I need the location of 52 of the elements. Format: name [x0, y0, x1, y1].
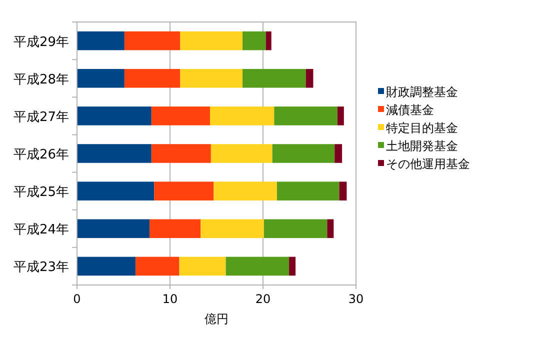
y-tick-label: 平成27年: [13, 110, 69, 125]
y-tick-label: 平成25年: [13, 185, 69, 200]
bar: [151, 144, 211, 163]
legend-label: 財政調整基金: [386, 85, 458, 99]
bar: [77, 256, 136, 276]
bar: [334, 144, 342, 163]
bar: [151, 106, 210, 126]
bar: [200, 219, 264, 238]
bar: [77, 106, 152, 126]
bar: [226, 256, 290, 276]
legend-label: その他運用基金: [386, 157, 470, 171]
bar: [272, 144, 335, 163]
y-tick-label: 平成23年: [13, 260, 69, 276]
x-tick-label: 0: [73, 292, 81, 306]
x-axis-title: 億円: [204, 312, 228, 326]
bar: [77, 219, 150, 238]
bar: [77, 182, 154, 200]
bar: [124, 31, 180, 50]
y-tick-label: 平成26年: [13, 148, 69, 162]
bar: [179, 256, 226, 276]
bar: [154, 182, 214, 200]
bar: [306, 68, 314, 88]
bar: [339, 182, 347, 200]
legend-label: 土地開発基金: [386, 139, 458, 153]
bar: [327, 219, 334, 238]
bar: [77, 31, 124, 50]
bar: [266, 31, 272, 50]
y-tick-label: 平成28年: [13, 72, 69, 88]
y-tick-label: 平成24年: [13, 222, 69, 238]
bar: [264, 219, 328, 238]
bar: [274, 106, 338, 126]
x-tick-label: 30: [348, 292, 364, 306]
x-tick-label: 20: [255, 292, 271, 306]
bar: [210, 106, 274, 126]
bar: [242, 68, 306, 88]
bar: [337, 106, 344, 126]
bar: [77, 144, 152, 163]
legend-label: 特定目的基金: [386, 121, 458, 135]
bar: [180, 31, 243, 50]
y-tick-label: 平成29年: [13, 34, 69, 50]
bar: [289, 256, 296, 276]
bar: [77, 68, 124, 88]
bar: [124, 68, 180, 88]
bar: [180, 68, 243, 88]
x-tick-label: 10: [162, 292, 178, 306]
bar: [276, 182, 340, 200]
bar: [150, 219, 201, 238]
bar: [242, 31, 266, 50]
legend-label: 減債基金: [386, 103, 434, 117]
bar: [136, 256, 180, 276]
bar: [210, 144, 272, 163]
bar: [214, 182, 277, 200]
